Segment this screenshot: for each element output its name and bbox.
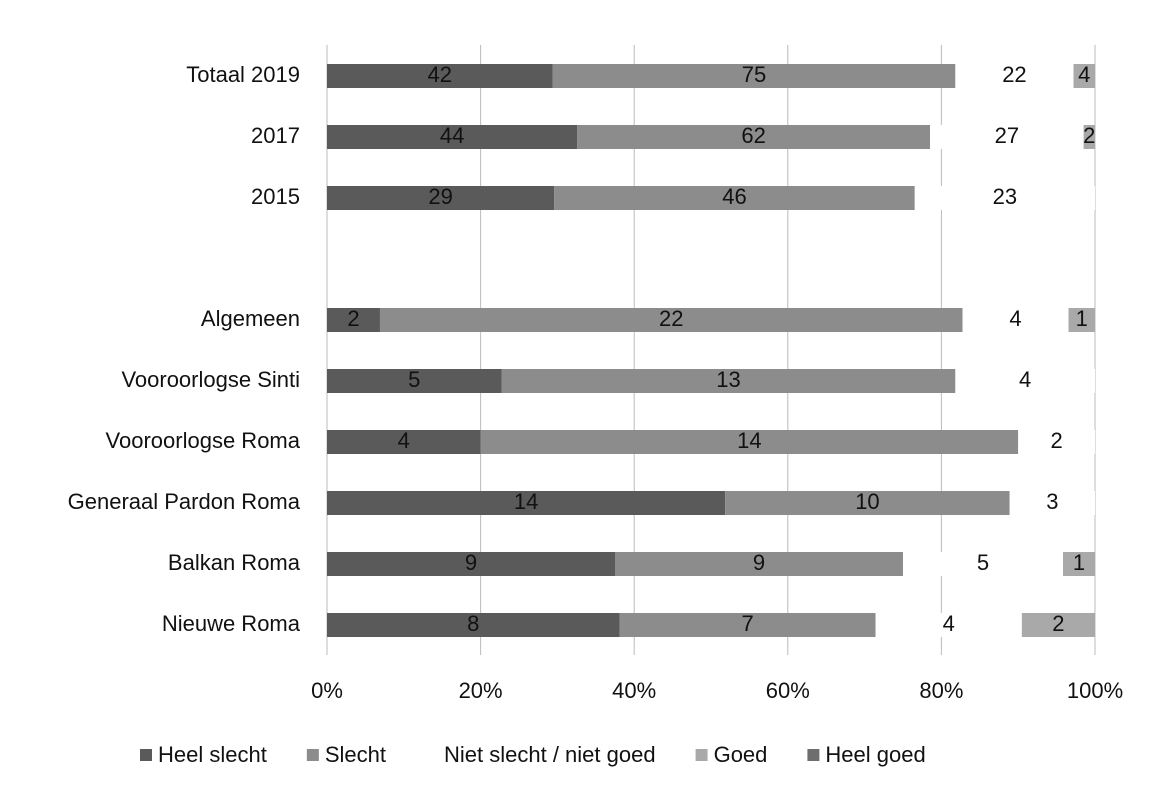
x-tick-label: 0% bbox=[311, 678, 343, 703]
bar-segment bbox=[379, 308, 963, 332]
category-label: 2017 bbox=[251, 123, 300, 148]
bar-segment bbox=[327, 369, 502, 393]
category-label: Vooroorlogse Sinti bbox=[121, 367, 300, 392]
data-label: 4 bbox=[1078, 62, 1090, 87]
bar-segment bbox=[327, 430, 481, 454]
bar-segment bbox=[725, 491, 1010, 515]
legend-swatch bbox=[306, 749, 319, 761]
bar-segment bbox=[914, 186, 1095, 210]
data-label: 22 bbox=[659, 306, 683, 331]
x-tick-label: 80% bbox=[919, 678, 963, 703]
x-tick-label: 40% bbox=[612, 678, 656, 703]
data-label: 3 bbox=[1046, 489, 1058, 514]
legend-label: Niet slecht / niet goed bbox=[444, 742, 656, 767]
data-label: 1 bbox=[1076, 306, 1088, 331]
category-label: Totaal 2019 bbox=[186, 62, 300, 87]
data-label: 23 bbox=[993, 184, 1017, 209]
category-label: Generaal Pardon Roma bbox=[68, 489, 301, 514]
data-label: 9 bbox=[753, 550, 765, 575]
bar-segment bbox=[1018, 430, 1095, 454]
bar-segment bbox=[1021, 613, 1095, 637]
data-label: 7 bbox=[741, 611, 753, 636]
data-label: 22 bbox=[1002, 62, 1026, 87]
x-tick-label: 60% bbox=[766, 678, 810, 703]
data-label: 2 bbox=[1052, 611, 1064, 636]
legend-label: Slecht bbox=[325, 742, 386, 767]
category-label: Nieuwe Roma bbox=[162, 611, 301, 636]
data-label: 14 bbox=[737, 428, 761, 453]
bar-segment bbox=[903, 552, 1063, 576]
bar-segment bbox=[327, 552, 615, 576]
data-label: 62 bbox=[741, 123, 765, 148]
bar-segment bbox=[615, 552, 903, 576]
data-label: 4 bbox=[943, 611, 955, 636]
bar-segment bbox=[327, 613, 620, 637]
data-label: 1 bbox=[1073, 550, 1085, 575]
bar-segment bbox=[619, 613, 876, 637]
data-label: 29 bbox=[428, 184, 452, 209]
data-label: 46 bbox=[722, 184, 746, 209]
bar-segment bbox=[577, 125, 931, 149]
data-label: 5 bbox=[408, 367, 420, 392]
bar-segment bbox=[327, 125, 578, 149]
bar-segment bbox=[955, 64, 1074, 88]
x-tick-label: 20% bbox=[459, 678, 503, 703]
bar-segment bbox=[1073, 64, 1095, 88]
legend-swatch bbox=[695, 749, 708, 761]
category-label: 2015 bbox=[251, 184, 300, 209]
data-label: 27 bbox=[995, 123, 1019, 148]
legend-swatch bbox=[807, 749, 820, 761]
bar-segment bbox=[1063, 552, 1095, 576]
bar-segment bbox=[327, 186, 555, 210]
data-label: 13 bbox=[716, 367, 740, 392]
category-label: Balkan Roma bbox=[168, 550, 301, 575]
data-label: 2 bbox=[1050, 428, 1062, 453]
bar-segment bbox=[1083, 125, 1095, 149]
legend-label: Goed bbox=[714, 742, 768, 767]
legend-swatch bbox=[140, 749, 152, 761]
legend-label: Heel slecht bbox=[158, 742, 267, 767]
category-label: Vooroorlogse Roma bbox=[106, 428, 301, 453]
bar-segment bbox=[1009, 491, 1095, 515]
bar-segment bbox=[501, 369, 956, 393]
bar-segment bbox=[962, 308, 1069, 332]
bar-segment bbox=[955, 369, 1095, 393]
legend-label: Heel goed bbox=[825, 742, 925, 767]
data-label: 4 bbox=[1019, 367, 1031, 392]
bar-segment bbox=[480, 430, 1019, 454]
data-label: 14 bbox=[514, 489, 538, 514]
bar-segment bbox=[554, 186, 915, 210]
bar-segment bbox=[930, 125, 1084, 149]
bar-segment bbox=[875, 613, 1022, 637]
data-label: 2 bbox=[1083, 123, 1095, 148]
bar-segment bbox=[327, 308, 380, 332]
bar-segment bbox=[327, 491, 726, 515]
data-label: 9 bbox=[465, 550, 477, 575]
data-label: 2 bbox=[347, 306, 359, 331]
bar-segment bbox=[327, 64, 553, 88]
data-label: 75 bbox=[742, 62, 766, 87]
data-label: 44 bbox=[440, 123, 464, 148]
category-label: Algemeen bbox=[201, 306, 300, 331]
data-label: 8 bbox=[467, 611, 479, 636]
bar-segment bbox=[552, 64, 956, 88]
data-label: 10 bbox=[855, 489, 879, 514]
data-label: 4 bbox=[1009, 306, 1021, 331]
data-label: 5 bbox=[977, 550, 989, 575]
x-tick-label: 100% bbox=[1067, 678, 1123, 703]
data-label: 4 bbox=[398, 428, 410, 453]
bar-segment bbox=[1068, 308, 1095, 332]
data-label: 42 bbox=[428, 62, 452, 87]
